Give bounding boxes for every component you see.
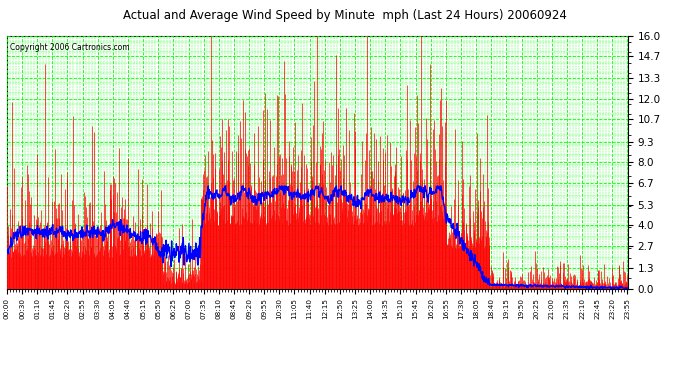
Text: Actual and Average Wind Speed by Minute  mph (Last 24 Hours) 20060924: Actual and Average Wind Speed by Minute … <box>123 9 567 22</box>
Text: Copyright 2006 Cartronics.com: Copyright 2006 Cartronics.com <box>10 43 130 52</box>
